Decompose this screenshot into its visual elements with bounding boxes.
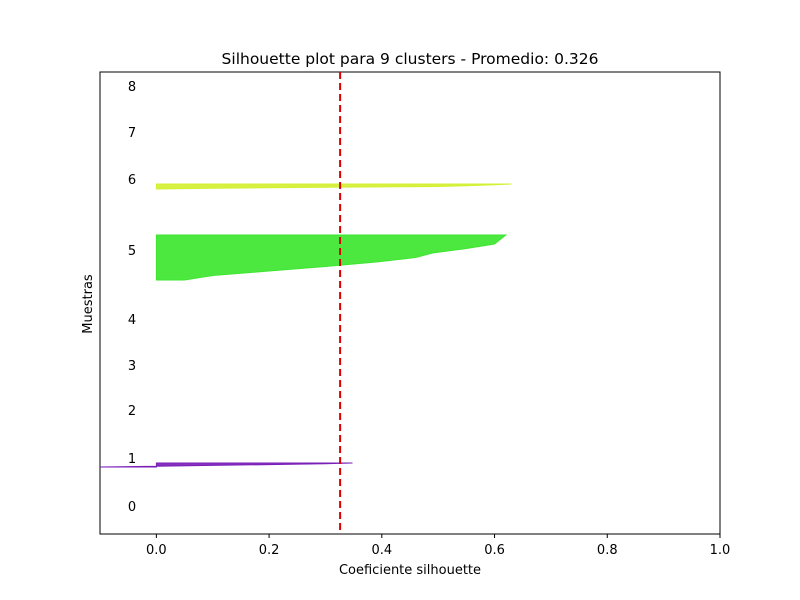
cluster-label-6: 6: [128, 173, 136, 188]
y-axis-label: Muestras: [81, 274, 96, 334]
cluster-labels: 0 1 2 3 4 5 6 7 8: [128, 80, 136, 515]
x-tick-label: 0.2: [259, 543, 280, 558]
cluster-label-5: 5: [128, 244, 136, 259]
cluster-label-7: 7: [128, 126, 136, 141]
x-tick-label: 0.8: [597, 543, 618, 558]
x-ticks: 0.0 0.2 0.4 0.6 0.8 1.0: [146, 534, 730, 558]
chart-title: Silhouette plot para 9 clusters - Promed…: [222, 50, 599, 68]
cluster-label-0: 0: [128, 500, 136, 515]
x-tick-label: 1.0: [710, 543, 731, 558]
plot-frame: [99, 71, 721, 535]
cluster-label-3: 3: [128, 359, 136, 374]
silhouette-band-cluster-6: [155, 183, 512, 190]
silhouette-band-cluster-1: [99, 462, 353, 468]
x-tick-label: 0.6: [484, 543, 505, 558]
cluster-label-2: 2: [128, 404, 136, 419]
cluster-fills: [99, 183, 512, 468]
x-axis-label: Coeficiente silhouette: [339, 563, 481, 578]
cluster-label-1: 1: [128, 452, 136, 467]
cluster-label-4: 4: [128, 313, 136, 328]
x-tick-label: 0.4: [371, 543, 392, 558]
silhouette-band-cluster-5: [155, 234, 508, 281]
x-tick-label: 0.0: [146, 543, 167, 558]
cluster-label-8: 8: [128, 80, 136, 95]
